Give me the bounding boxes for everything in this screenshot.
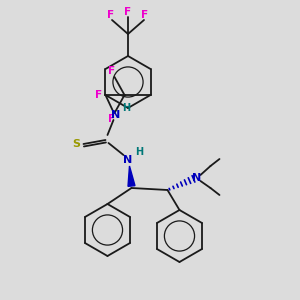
Text: F: F [107, 10, 115, 20]
Text: F: F [124, 7, 132, 17]
Text: F: F [95, 90, 102, 100]
Text: H: H [122, 103, 130, 113]
Text: H: H [135, 147, 143, 157]
Text: F: F [108, 114, 115, 124]
Text: S: S [73, 139, 80, 149]
Text: N: N [111, 110, 120, 120]
Polygon shape [128, 166, 135, 186]
Text: F: F [141, 10, 148, 20]
Text: F: F [108, 66, 115, 76]
Text: N: N [192, 173, 201, 183]
Text: N: N [123, 155, 132, 165]
